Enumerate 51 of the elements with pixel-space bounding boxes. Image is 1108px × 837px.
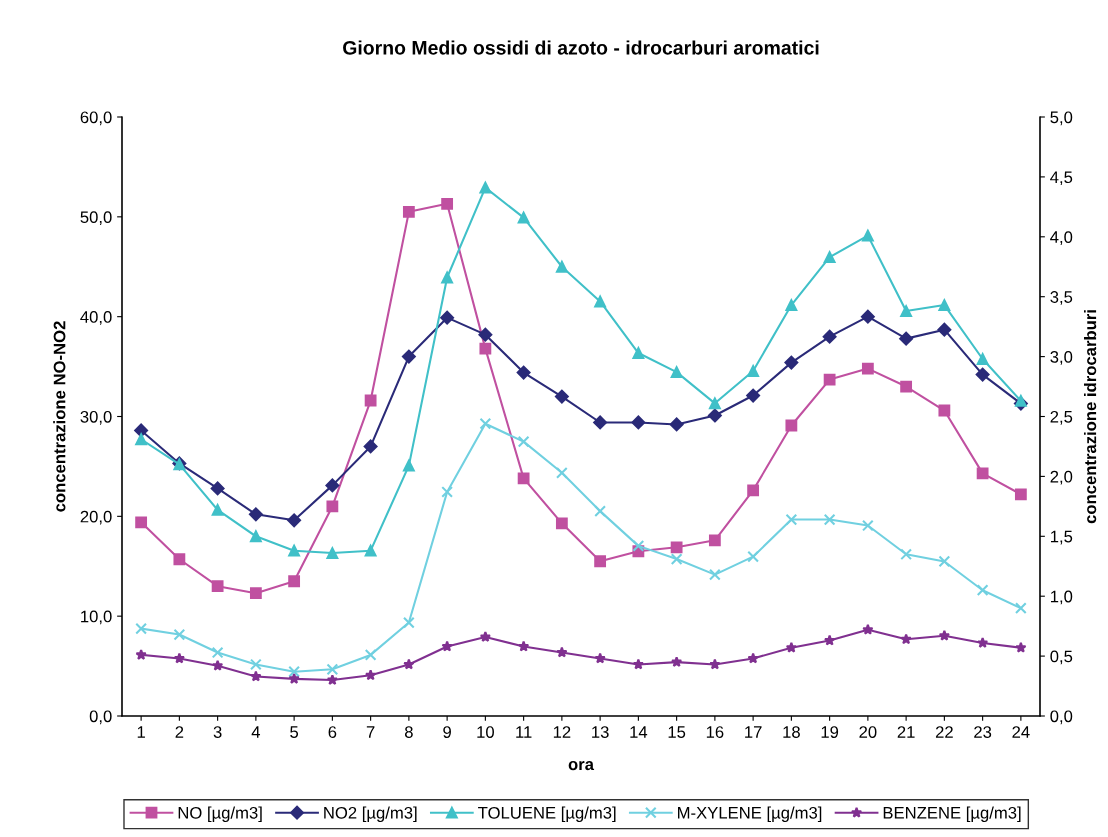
x-tick-label: 7 [366, 726, 375, 738]
y2-tick-label: 3,0 [1050, 351, 1073, 365]
x-tick-label: 5 [290, 726, 299, 738]
y2-tick-label: 4,0 [1050, 231, 1073, 245]
x-tick-label: 21 [897, 726, 915, 738]
x-tick-label: 14 [630, 726, 648, 738]
x-tick-label: 8 [404, 726, 413, 738]
x-axis-title: ora [568, 761, 595, 771]
y2-tick-label: 0,0 [1050, 710, 1073, 725]
y-tick-label: 20,0 [80, 510, 112, 525]
x-tick-label: 23 [974, 726, 992, 738]
x-tick-label: 1 [137, 726, 145, 738]
x-tick-label: 9 [443, 726, 451, 738]
y2-tick-label: 5,0 [1050, 111, 1073, 126]
x-tick-label: 18 [783, 726, 800, 738]
x-tick-label: 17 [745, 726, 762, 738]
x-tick-label: 12 [553, 726, 571, 738]
x-tick-label: 6 [328, 726, 337, 738]
y-axis-title: concentrazione NO-NO2 [53, 321, 66, 512]
x-tick-label: 3 [213, 726, 222, 738]
y-tick-label: 60,0 [80, 111, 112, 126]
x-tick-label: 10 [477, 726, 494, 738]
legend-label: NO [µg/m3] [178, 806, 262, 822]
y-tick-label: 10,0 [81, 610, 112, 625]
y2-axis-title: concentrazione idrocarburi [1084, 310, 1097, 524]
y-tick-label: 40,0 [80, 311, 112, 325]
y2-tick-label: 2,5 [1050, 410, 1073, 425]
x-tick-label: 13 [592, 726, 609, 738]
x-tick-label: 4 [251, 726, 261, 738]
x-tick-label: 15 [668, 726, 686, 738]
x-tick-label: 11 [516, 726, 532, 738]
legend-label: NO2 [µg/m3] [324, 806, 417, 822]
y-tick-label: 0,0 [89, 710, 112, 725]
y-tick-label: 30,0 [80, 410, 112, 425]
legend-label: TOLUENE [µg/m3] [478, 806, 616, 822]
x-tick-label: 16 [706, 726, 724, 738]
x-tick-label: 24 [1012, 726, 1030, 738]
y2-tick-label: 0,5 [1050, 650, 1073, 665]
y2-tick-label: 4,5 [1050, 171, 1073, 186]
y2-tick-label: 1,5 [1050, 530, 1073, 545]
y2-tick-label: 1,0 [1050, 590, 1073, 605]
y-tick-label: 50,0 [80, 211, 112, 226]
legend-label: BENZENE [µg/m3] [883, 806, 1021, 822]
chart-title: Giorno Medio ossidi di azoto - idrocarburi aromatici [343, 40, 819, 55]
legend-label: M-XYLENE [µg/m3] [678, 806, 822, 822]
x-tick-label: 20 [859, 726, 877, 738]
y2-tick-label: 3,5 [1050, 291, 1073, 305]
x-tick-label: 19 [821, 726, 839, 738]
x-tick-label: 22 [935, 726, 953, 738]
y2-tick-label: 2,0 [1050, 470, 1073, 485]
x-tick-label: 2 [175, 726, 184, 738]
